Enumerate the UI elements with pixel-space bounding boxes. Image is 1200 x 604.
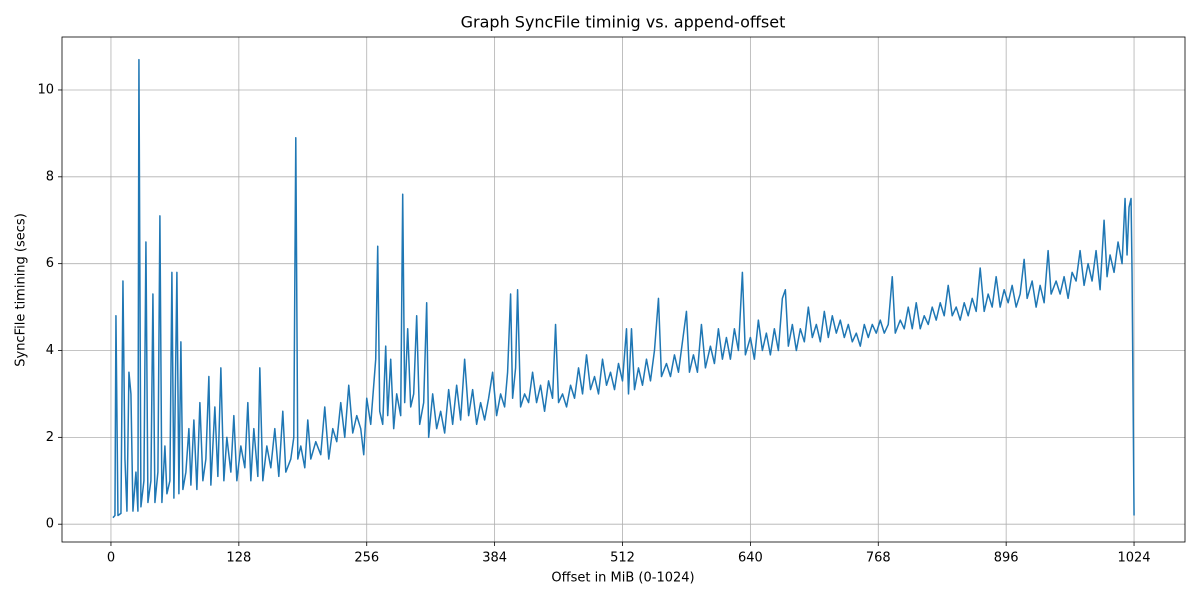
y-tick-label: 10 xyxy=(37,82,54,97)
y-axis-label: SyncFile timining (secs) xyxy=(14,213,29,367)
y-tick-label: 2 xyxy=(46,430,54,445)
x-axis-label: Offset in MiB (0-1024) xyxy=(551,571,694,586)
x-tick-label: 256 xyxy=(354,551,379,566)
plot-frame xyxy=(61,36,1186,543)
y-tick-label: 8 xyxy=(46,169,54,184)
y-tick-label: 4 xyxy=(46,343,54,358)
data-line xyxy=(112,58,1135,519)
x-tick-label: 896 xyxy=(994,551,1019,566)
x-tick-label: 640 xyxy=(738,551,763,566)
x-tick-label: 1024 xyxy=(1117,551,1150,566)
x-tick-label: 384 xyxy=(482,551,507,566)
y-tick-label: 6 xyxy=(46,256,54,271)
x-tick-label: 768 xyxy=(866,551,891,566)
x-tick-label: 128 xyxy=(226,551,251,566)
x-tick-label: 0 xyxy=(107,551,115,566)
chart-title: Graph SyncFile timinig vs. append-offset xyxy=(461,13,786,32)
y-tick-label: 0 xyxy=(46,517,54,532)
x-tick-label: 512 xyxy=(610,551,635,566)
